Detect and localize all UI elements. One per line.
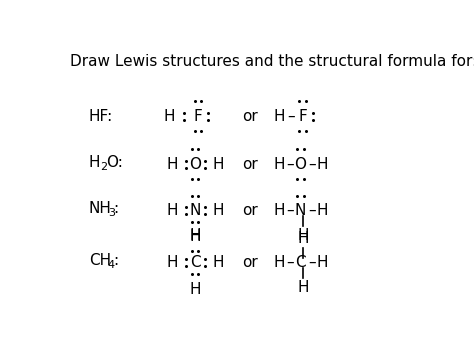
Text: or: or (242, 255, 258, 270)
Text: H: H (164, 109, 175, 124)
Text: F: F (298, 109, 307, 124)
Text: H: H (274, 203, 285, 218)
Text: H: H (212, 255, 224, 270)
Text: H: H (297, 280, 309, 295)
Text: 2: 2 (100, 162, 107, 172)
Text: –: – (308, 203, 315, 218)
Text: –: – (286, 255, 294, 270)
Text: C: C (295, 255, 306, 270)
Text: or: or (242, 157, 258, 172)
Text: H: H (190, 283, 201, 297)
Text: –: – (308, 157, 315, 172)
Text: C: C (190, 255, 201, 270)
Text: H: H (190, 228, 201, 243)
Text: O:: O: (106, 154, 123, 170)
Text: Draw Lewis structures and the structural formula for:: Draw Lewis structures and the structural… (70, 54, 474, 69)
Text: or: or (242, 203, 258, 218)
Text: :: : (113, 253, 118, 268)
Text: –: – (287, 109, 294, 124)
Text: or: or (242, 109, 258, 124)
Text: O: O (189, 157, 201, 172)
Text: H: H (167, 203, 178, 218)
Text: H: H (274, 255, 285, 270)
Text: –: – (286, 157, 294, 172)
Text: 3: 3 (108, 208, 115, 218)
Text: N: N (295, 203, 306, 218)
Text: H: H (190, 229, 201, 244)
Text: O: O (295, 157, 307, 172)
Text: –: – (308, 255, 315, 270)
Text: –: – (286, 203, 294, 218)
Text: H: H (274, 157, 285, 172)
Text: H: H (317, 203, 328, 218)
Text: F: F (194, 109, 202, 124)
Text: H: H (317, 157, 328, 172)
Text: H: H (297, 230, 309, 246)
Text: H: H (274, 109, 285, 124)
Text: N: N (190, 203, 201, 218)
Text: 4: 4 (108, 260, 115, 271)
Text: H: H (212, 157, 224, 172)
Text: H: H (297, 228, 309, 243)
Text: H: H (317, 255, 328, 270)
Text: H: H (212, 203, 224, 218)
Text: HF:: HF: (89, 109, 113, 124)
Text: CH: CH (89, 253, 111, 268)
Text: H: H (167, 255, 178, 270)
Text: NH: NH (89, 201, 111, 216)
Text: H: H (89, 154, 100, 170)
Text: :: : (113, 201, 118, 216)
Text: H: H (167, 157, 178, 172)
